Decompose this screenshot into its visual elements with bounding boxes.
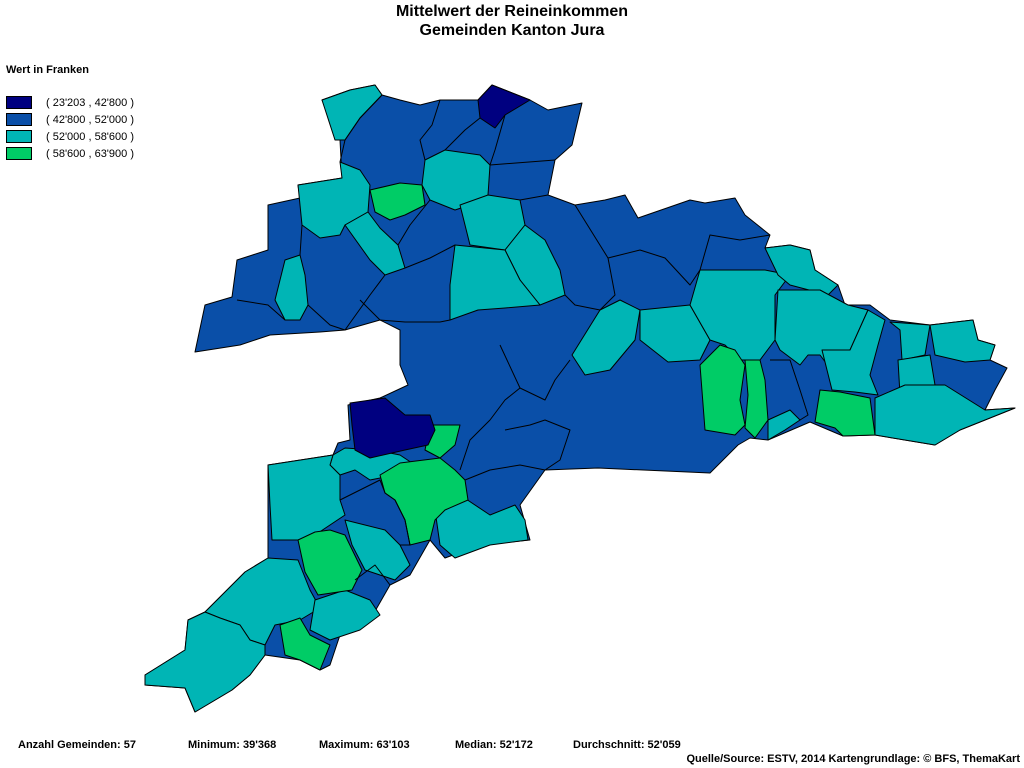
border-line (489, 114, 506, 166)
border-line (489, 159, 556, 166)
legend-swatch (6, 130, 32, 143)
border-line (564, 294, 601, 311)
legend-swatch (6, 147, 32, 160)
border-line (404, 244, 456, 269)
border-line (459, 344, 521, 471)
region-saint-brais[interactable] (349, 397, 436, 459)
stat-median: Median: 52'172 (455, 739, 533, 751)
region-courchapoix[interactable] (814, 389, 876, 437)
legend-row: ( 58'600 , 63'900 ) (6, 145, 134, 162)
border-line (699, 234, 771, 271)
map-title: Mittelwert der Reineinkommen Gemeinden K… (0, 2, 1024, 40)
stat-maximum: Maximum: 63'103 (319, 739, 410, 751)
border-line (359, 299, 451, 323)
region-fahy[interactable] (369, 182, 426, 221)
region-grandfontaine[interactable] (274, 254, 309, 321)
border-line (419, 99, 441, 161)
region-rossemaison[interactable] (744, 359, 769, 439)
region-glovelier[interactable] (571, 299, 641, 376)
legend-row: ( 42'800 , 52'000 ) (6, 111, 134, 128)
border-line (339, 94, 383, 163)
stat-minimum: Minimum: 39'368 (188, 739, 277, 751)
border-line (444, 117, 481, 151)
legend-title: Wert in Franken (6, 64, 89, 76)
legend-label: ( 58'600 , 63'900 ) (46, 147, 134, 160)
legend-label: ( 42'800 , 52'000 ) (46, 113, 134, 126)
region-vermes[interactable] (929, 319, 996, 363)
legend-label: ( 23'203 , 42'800 ) (46, 96, 134, 109)
border-line (504, 419, 571, 471)
border-line (299, 224, 303, 256)
map-title-line1: Mittelwert der Reineinkommen (395, 3, 629, 20)
choropleth-map (144, 84, 1016, 713)
border-line (354, 564, 391, 586)
stat-mean: Durchschnitt: 52'059 (573, 739, 681, 751)
region-la-chaux[interactable] (297, 529, 363, 596)
region-ederswiler[interactable] (767, 409, 801, 441)
municipality-borders (236, 94, 809, 586)
region-vicques[interactable] (764, 244, 839, 296)
legend-swatch (6, 96, 32, 109)
border-line (236, 299, 286, 321)
region-haute-sorne[interactable] (699, 344, 746, 436)
legend-label: ( 52'000 , 58'600 ) (46, 130, 134, 143)
legend-row: ( 23'203 , 42'800 ) (6, 94, 134, 111)
region-alle[interactable] (449, 244, 541, 321)
legend: ( 23'203 , 42'800 ) ( 42'800 , 52'000 ) ( … (6, 94, 134, 162)
region-mervelier[interactable] (821, 309, 886, 396)
region-les-bois[interactable] (144, 611, 266, 713)
stat-count: Anzahl Gemeinden: 57 (18, 739, 136, 751)
border-line (397, 199, 431, 246)
region-le-bemont[interactable] (279, 617, 331, 671)
border-line (607, 249, 701, 286)
region-lajoux[interactable] (434, 494, 529, 559)
border-line (307, 274, 386, 331)
region-chevenez[interactable] (344, 211, 406, 276)
region-les-breuleux[interactable] (344, 519, 411, 581)
region-muriaux[interactable] (309, 589, 381, 641)
source-credit: Quelle/Source: ESTV, 2014 Kartengrundlag… (686, 753, 1020, 765)
border-line (574, 204, 616, 311)
map-title-line2: Gemeinden Kanton Jura (419, 22, 605, 39)
border-line (770, 359, 809, 421)
region-saignelegier[interactable] (267, 454, 346, 541)
region-schelten[interactable] (874, 384, 1016, 446)
legend-swatch (6, 113, 32, 126)
border-line (339, 479, 411, 546)
border-line (519, 194, 549, 201)
border-line (519, 359, 571, 401)
border-line (464, 464, 546, 481)
legend-row: ( 52'000 , 58'600 ) (6, 128, 134, 145)
